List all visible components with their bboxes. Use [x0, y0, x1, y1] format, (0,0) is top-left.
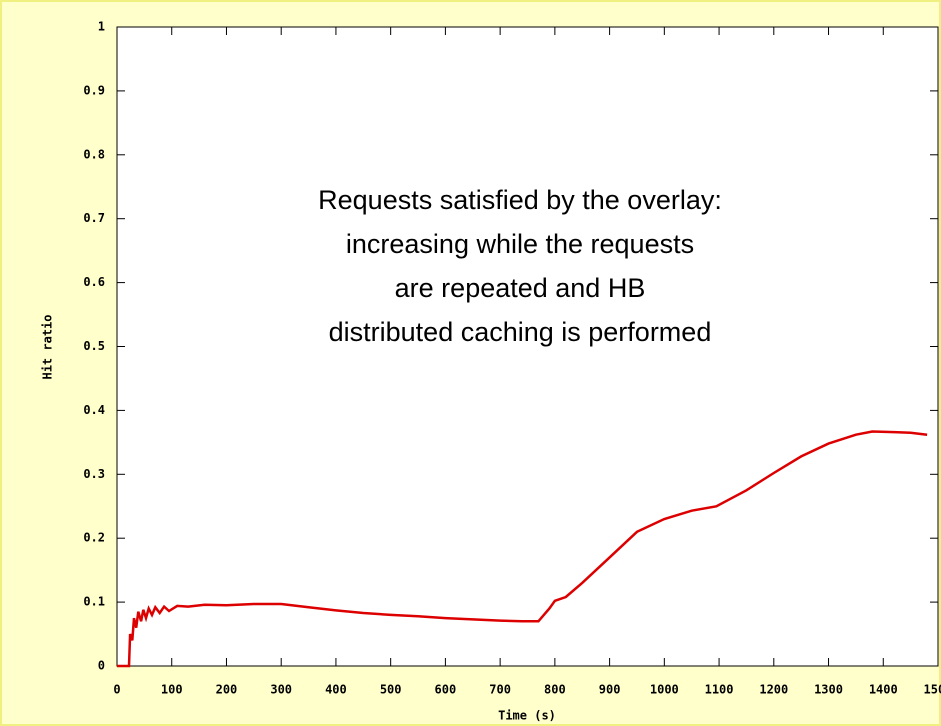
x-tick-label: 1000 — [650, 683, 679, 697]
y-tick-label: 0.7 — [83, 211, 105, 225]
x-axis-label: Time (s) — [498, 709, 556, 723]
x-tick-label: 200 — [216, 683, 238, 697]
y-tick-label: 0.5 — [83, 339, 105, 353]
annotation: distributed caching is performed — [329, 317, 712, 347]
x-tick-label: 600 — [435, 683, 457, 697]
plot-area — [116, 26, 939, 667]
y-tick-label: 0.3 — [83, 467, 105, 481]
x-tick-label: 1300 — [814, 683, 843, 697]
y-tick-label: 0.9 — [83, 83, 105, 97]
x-tick-label: 1100 — [705, 683, 734, 697]
x-tick-label: 700 — [489, 683, 511, 697]
data-line — [117, 430, 928, 668]
y-tick-label: 1 — [98, 20, 105, 34]
x-tick-label: 400 — [325, 683, 347, 697]
x-tick-label: 0 — [113, 683, 120, 697]
annotation: increasing while the requests — [346, 229, 694, 259]
y-tick-label: 0.6 — [83, 275, 105, 289]
x-tick-label: 100 — [161, 683, 183, 697]
x-tick-label: 800 — [544, 683, 566, 697]
x-tick-label: 900 — [599, 683, 621, 697]
y-tick-label: 0 — [98, 659, 105, 673]
x-tick-label: 1400 — [869, 683, 898, 697]
y-tick-label: 0.8 — [83, 147, 105, 161]
y-tick-label: 0.2 — [83, 531, 105, 545]
annotation: Requests satisfied by the overlay: — [318, 185, 722, 215]
x-tick-label: 300 — [270, 683, 292, 697]
x-tick-label: 500 — [380, 683, 402, 697]
x-tick-label: 1200 — [759, 683, 788, 697]
x-tick-label: 1500 — [924, 683, 941, 697]
y-axis-label: Hit ratio — [41, 314, 55, 379]
y-tick-label: 0.4 — [83, 403, 105, 417]
annotation: are repeated and HB — [395, 273, 646, 303]
y-tick-label: 0.1 — [83, 595, 105, 609]
